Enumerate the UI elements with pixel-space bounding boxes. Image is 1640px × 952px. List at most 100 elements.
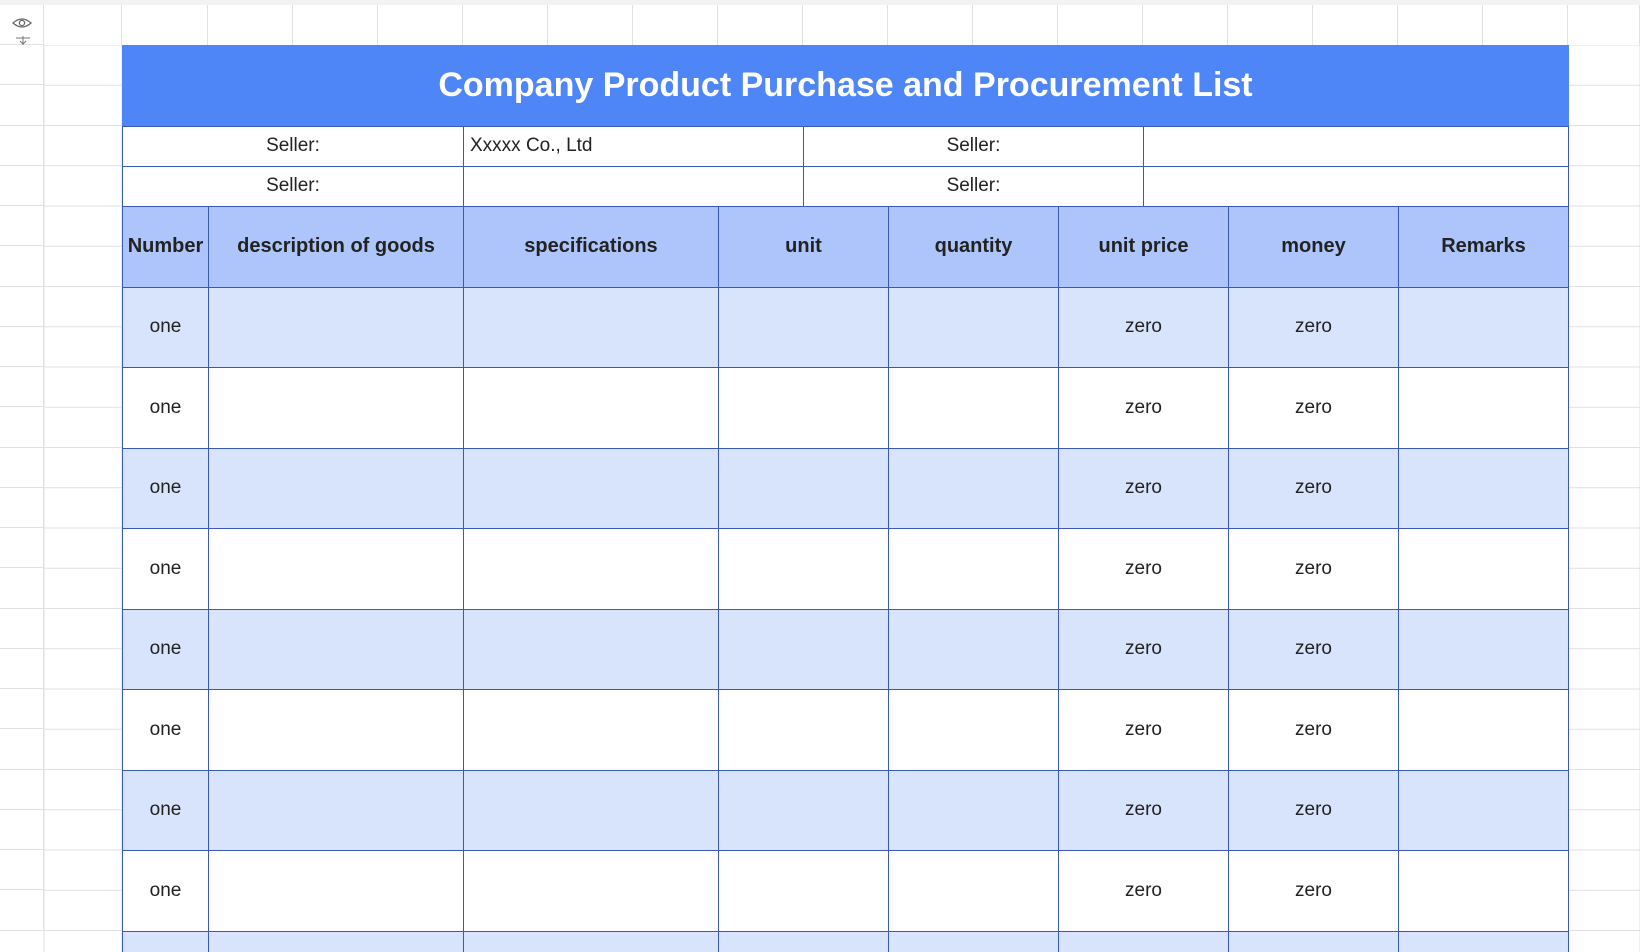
table-cell-specifications[interactable] — [463, 447, 719, 529]
column-header-j[interactable] — [718, 5, 803, 45]
column-header-h[interactable] — [548, 5, 633, 45]
table-cell-unit[interactable] — [718, 528, 889, 610]
table-cell-quantity[interactable] — [888, 286, 1059, 368]
table-cell-remarks[interactable] — [1398, 528, 1569, 610]
row-header-21[interactable] — [0, 850, 44, 891]
row-header-5[interactable] — [0, 206, 44, 247]
table-header-number[interactable]: Number — [122, 206, 209, 288]
row-header-20[interactable] — [0, 809, 44, 850]
info-label-left[interactable]: Seller: — [122, 165, 464, 207]
table-header-description[interactable]: description of goods — [208, 206, 464, 288]
table-cell-remarks[interactable] — [1398, 608, 1569, 690]
info-value-right[interactable] — [1143, 125, 1569, 167]
row-header-12[interactable] — [0, 487, 44, 528]
table-cell-partial[interactable] — [1228, 930, 1399, 952]
table-cell-number[interactable]: one — [122, 367, 209, 449]
table-cell-unit-price[interactable]: zero — [1058, 367, 1229, 449]
table-cell-money[interactable]: zero — [1228, 850, 1399, 932]
table-cell-unit-price[interactable]: zero — [1058, 850, 1229, 932]
info-value-left[interactable]: Xxxxx Co., Ltd — [463, 125, 804, 167]
table-header-money[interactable]: money — [1228, 206, 1399, 288]
table-cell-number[interactable]: one — [122, 447, 209, 529]
row-header-17[interactable] — [0, 689, 44, 730]
column-header-e[interactable] — [293, 5, 378, 45]
row-header-4[interactable] — [0, 165, 44, 206]
select-all-corner[interactable] — [0, 5, 44, 45]
column-header-o[interactable] — [1143, 5, 1228, 45]
row-header-9[interactable] — [0, 367, 44, 408]
table-cell-specifications[interactable] — [463, 528, 719, 610]
table-cell-unit-price[interactable]: zero — [1058, 528, 1229, 610]
column-header-l[interactable] — [888, 5, 973, 45]
table-cell-number[interactable]: one — [122, 689, 209, 771]
row-header-14[interactable] — [0, 568, 44, 609]
table-cell-unit-price[interactable]: zero — [1058, 769, 1229, 851]
row-header-16[interactable] — [0, 648, 44, 689]
table-cell-unit-price[interactable]: zero — [1058, 689, 1229, 771]
table-cell-description[interactable] — [208, 447, 464, 529]
table-cell-specifications[interactable] — [463, 286, 719, 368]
table-cell-partial[interactable] — [463, 930, 719, 952]
table-cell-number[interactable]: one — [122, 850, 209, 932]
table-cell-partial[interactable] — [1058, 930, 1229, 952]
table-cell-money[interactable]: zero — [1228, 689, 1399, 771]
table-cell-remarks[interactable] — [1398, 850, 1569, 932]
table-cell-money[interactable]: zero — [1228, 447, 1399, 529]
eye-icon[interactable] — [0, 5, 44, 45]
table-cell-specifications[interactable] — [463, 608, 719, 690]
table-cell-remarks[interactable] — [1398, 689, 1569, 771]
table-cell-quantity[interactable] — [888, 367, 1059, 449]
table-cell-remarks[interactable] — [1398, 286, 1569, 368]
info-value-right[interactable] — [1143, 165, 1569, 207]
row-header-8[interactable] — [0, 326, 44, 367]
table-cell-description[interactable] — [208, 769, 464, 851]
row-header-3[interactable] — [0, 125, 44, 166]
table-cell-quantity[interactable] — [888, 608, 1059, 690]
info-label-right[interactable]: Seller: — [803, 125, 1144, 167]
table-cell-number[interactable]: one — [122, 528, 209, 610]
table-cell-unit[interactable] — [718, 850, 889, 932]
table-cell-unit[interactable] — [718, 286, 889, 368]
table-cell-money[interactable]: zero — [1228, 528, 1399, 610]
table-cell-number[interactable]: one — [122, 769, 209, 851]
column-header-d[interactable] — [208, 5, 293, 45]
table-cell-remarks[interactable] — [1398, 367, 1569, 449]
table-cell-remarks[interactable] — [1398, 769, 1569, 851]
row-header-22[interactable] — [0, 890, 44, 931]
row-header-15[interactable] — [0, 608, 44, 649]
column-header-q[interactable] — [1313, 5, 1398, 45]
table-header-remarks[interactable]: Remarks — [1398, 206, 1569, 288]
table-cell-unit[interactable] — [718, 689, 889, 771]
column-header-k[interactable] — [803, 5, 888, 45]
table-cell-quantity[interactable] — [888, 850, 1059, 932]
table-cell-unit[interactable] — [718, 447, 889, 529]
table-cell-unit-price[interactable]: zero — [1058, 286, 1229, 368]
table-cell-unit[interactable] — [718, 608, 889, 690]
row-header-13[interactable] — [0, 528, 44, 569]
table-cell-description[interactable] — [208, 689, 464, 771]
table-cell-partial[interactable] — [122, 930, 209, 952]
table-cell-number[interactable]: one — [122, 286, 209, 368]
row-header-2[interactable] — [0, 85, 44, 126]
row-header-18[interactable] — [0, 729, 44, 770]
table-header-unit[interactable]: unit — [718, 206, 889, 288]
table-cell-description[interactable] — [208, 850, 464, 932]
table-cell-partial[interactable] — [208, 930, 464, 952]
table-header-quantity[interactable]: quantity — [888, 206, 1059, 288]
table-cell-description[interactable] — [208, 286, 464, 368]
row-header-7[interactable] — [0, 286, 44, 327]
column-header-g[interactable] — [463, 5, 548, 45]
table-cell-money[interactable]: zero — [1228, 367, 1399, 449]
table-cell-description[interactable] — [208, 528, 464, 610]
table-header-unit-price[interactable]: unit price — [1058, 206, 1229, 288]
table-cell-description[interactable] — [208, 367, 464, 449]
row-header-10[interactable] — [0, 407, 44, 448]
column-header-b[interactable] — [44, 5, 122, 45]
table-cell-specifications[interactable] — [463, 689, 719, 771]
table-cell-remarks[interactable] — [1398, 447, 1569, 529]
column-header-t[interactable] — [1568, 5, 1640, 45]
row-header-11[interactable] — [0, 447, 44, 488]
column-header-i[interactable] — [633, 5, 718, 45]
table-cell-quantity[interactable] — [888, 689, 1059, 771]
info-label-left[interactable]: Seller: — [122, 125, 464, 167]
